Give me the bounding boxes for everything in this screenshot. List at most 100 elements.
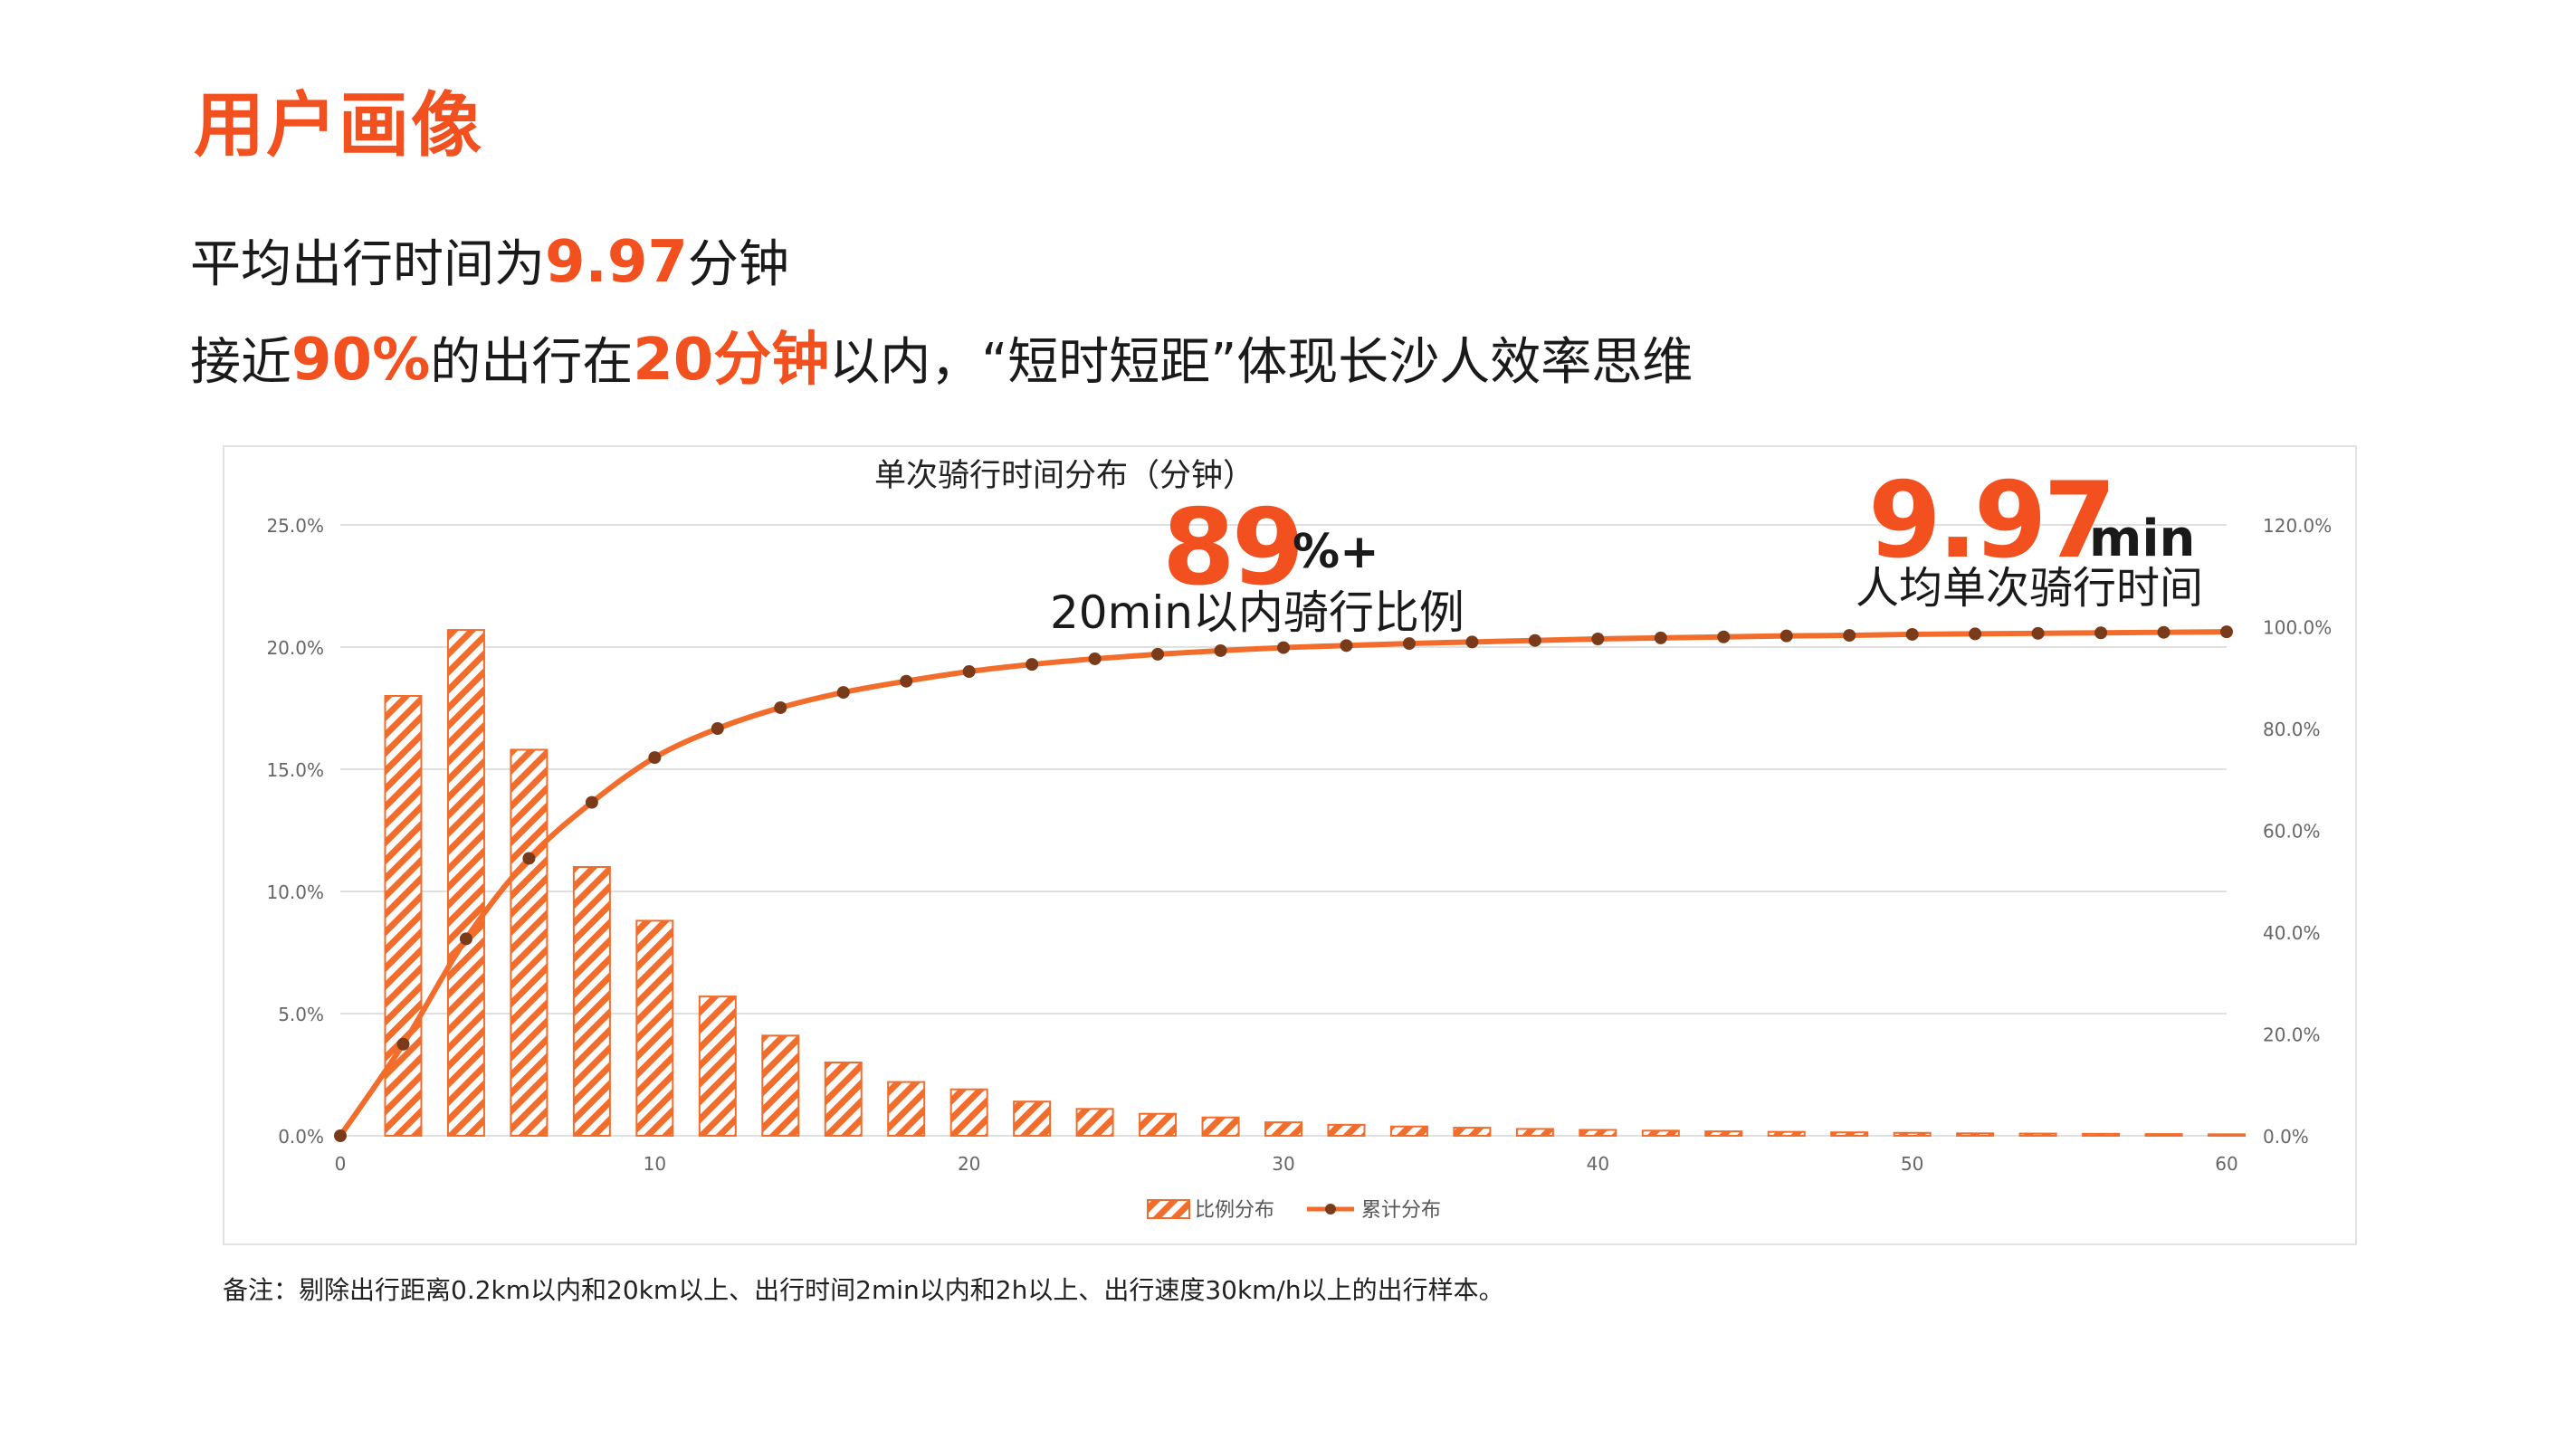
legend-bar-label: 比例分布 — [1195, 1199, 1274, 1222]
highlight-average-time: 9.97 — [545, 229, 688, 296]
line-point — [1402, 637, 1416, 651]
summary-text: 平均出行时间为 — [190, 235, 545, 294]
line-point — [1026, 658, 1039, 672]
bar — [1453, 1127, 1492, 1138]
bar — [1767, 1130, 1806, 1137]
legend-line-label: 累计分布 — [1361, 1199, 1441, 1222]
y-right-tick-label: 120.0% — [2263, 515, 2332, 537]
line-point — [1088, 652, 1102, 665]
summary-text: 的出行在 — [430, 333, 634, 392]
bar — [1579, 1129, 1617, 1138]
y-right-tick-label: 0.0% — [2263, 1126, 2309, 1148]
bar — [1893, 1131, 1932, 1138]
y-right-tick-label: 20.0% — [2263, 1024, 2321, 1046]
y-right-tick-label: 40.0% — [2263, 922, 2321, 944]
bar — [1327, 1123, 1366, 1137]
cumulative-line — [338, 629, 2229, 1138]
summary-text: 接近 — [190, 333, 291, 392]
legend: 比例分布 累计分布 — [1147, 1199, 1441, 1222]
bar — [1139, 1112, 1178, 1138]
line-point — [2031, 626, 2045, 640]
line-point — [1591, 633, 1605, 645]
line-point — [334, 1129, 347, 1142]
line-point — [1277, 641, 1290, 654]
line-point — [1151, 647, 1165, 661]
bar — [1264, 1121, 1302, 1138]
bar — [446, 629, 485, 1138]
bar — [1641, 1129, 1680, 1138]
bar — [887, 1081, 926, 1137]
annotation-avg-time-unit: min — [2089, 510, 2196, 568]
summary-line-average: 平均出行时间为9.97分钟 — [190, 233, 789, 291]
x-tick-label: 60 — [2215, 1153, 2237, 1175]
line-point — [711, 722, 724, 735]
line-point — [396, 1037, 410, 1051]
bar — [384, 695, 423, 1137]
legend-bar-swatch — [1147, 1199, 1190, 1219]
line-point — [900, 674, 913, 688]
line-point — [522, 852, 536, 865]
y-left-tick-label: 15.0% — [266, 759, 324, 781]
bar — [1830, 1131, 1869, 1137]
y-left-tick-label: 0.0% — [278, 1126, 324, 1148]
bar — [2082, 1132, 2121, 1138]
bar — [761, 1034, 800, 1137]
bar — [635, 919, 674, 1138]
line-point — [1340, 639, 1353, 653]
bar — [1515, 1128, 1554, 1138]
line-point — [2157, 625, 2171, 639]
bar — [1389, 1125, 1428, 1137]
y-right-tick-label: 80.0% — [2263, 719, 2321, 740]
line-point — [1654, 631, 1667, 644]
bar — [1704, 1130, 1743, 1138]
line-point — [1969, 627, 1982, 641]
x-tick-label: 20 — [958, 1153, 980, 1175]
line-point — [1843, 629, 1856, 643]
y-right-tick-label: 60.0% — [2263, 821, 2321, 843]
bar — [572, 866, 611, 1137]
line-point — [1465, 635, 1479, 649]
line-point — [1779, 629, 1793, 643]
bar-series — [384, 629, 2246, 1138]
summary-text: 分钟 — [687, 235, 789, 294]
bar — [2018, 1132, 2057, 1138]
line-point — [774, 700, 787, 714]
x-tick-label: 50 — [1901, 1153, 1923, 1175]
bar — [1956, 1132, 1995, 1137]
bar — [1013, 1100, 1052, 1138]
highlight-share: 90% — [291, 327, 431, 394]
bar — [2208, 1133, 2246, 1138]
line-point — [1528, 634, 1541, 647]
footnote: 备注：剔除出行距离0.2km以内和20km以上、出行时间2min以内和2h以上、… — [223, 1275, 1504, 1305]
annotation-share-label: 20min以内骑行比例 — [1050, 586, 1465, 639]
annotation-share-value: 89 — [1162, 487, 1304, 609]
line-point — [585, 795, 598, 809]
line-series — [334, 625, 2233, 1142]
x-tick-label: 30 — [1272, 1153, 1294, 1175]
chart-title: 单次骑行时间分布（分钟） — [874, 458, 1255, 494]
x-tick-label: 40 — [1587, 1153, 1609, 1175]
x-tick-label: 10 — [644, 1153, 666, 1175]
line-point — [836, 686, 850, 700]
line-point — [2220, 625, 2233, 639]
x-tick-label: 0 — [335, 1153, 347, 1175]
bar — [949, 1088, 988, 1138]
legend-line-marker — [1325, 1204, 1336, 1215]
line-point — [459, 932, 472, 946]
annotation-avg-time-label: 人均单次骑行时间 — [1856, 563, 2204, 614]
highlight-minutes: 20分钟 — [633, 327, 830, 394]
line-point — [1905, 627, 1919, 641]
line-point — [2094, 626, 2108, 640]
line-point — [962, 665, 976, 678]
line-point — [648, 751, 662, 765]
y-right-tick-label: 100.0% — [2263, 617, 2332, 639]
y-left-tick-label: 25.0% — [266, 515, 324, 537]
annotation-avg-time-value: 9.97 — [1868, 460, 2116, 582]
summary-line-share: 接近90%的出行在20分钟以内，“短时短距”体现长沙人效率思维 — [190, 331, 1693, 389]
line-point — [1717, 630, 1731, 643]
line-point — [1214, 643, 1227, 657]
bar — [1075, 1108, 1114, 1137]
axis-labels: 0.0% 5.0% 10.0% 15.0% 20.0% 25.0% 0.0% 20.0% 40.… — [266, 515, 2332, 1175]
y-left-tick-label: 10.0% — [266, 881, 324, 903]
bar — [510, 748, 549, 1137]
